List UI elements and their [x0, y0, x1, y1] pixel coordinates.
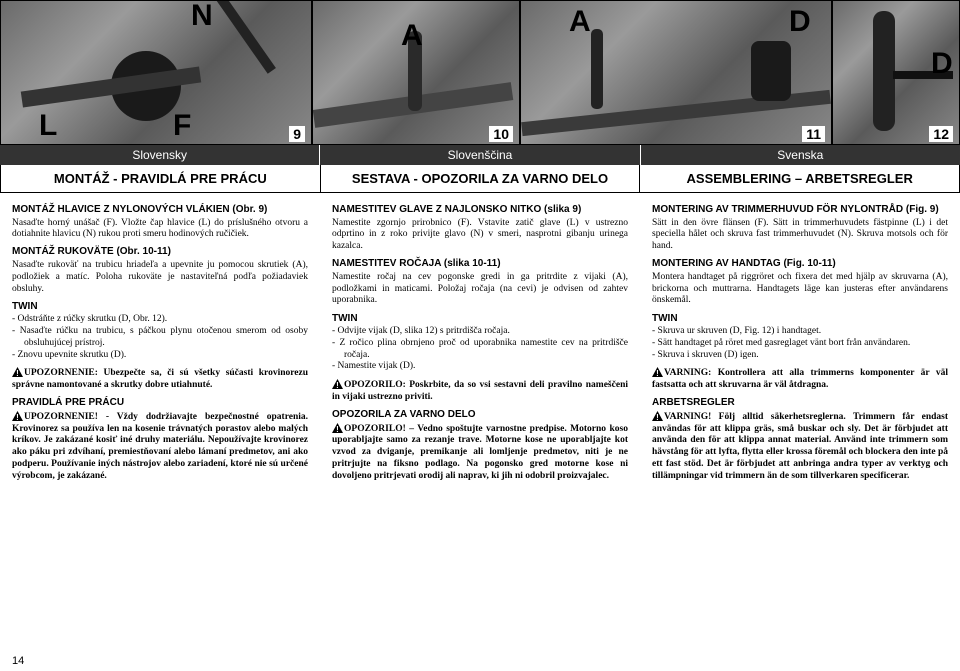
warning-icon: !: [332, 423, 344, 435]
sk-twin: TWIN: [12, 301, 308, 314]
sv-li3: Skruva i skruven (D) igen.: [652, 350, 948, 362]
warning-icon: !: [332, 379, 344, 391]
sl-li3: Namestite vijak (D).: [332, 361, 628, 373]
sl-list: Odvijte vijak (D, slika 12) s pritrdišča…: [332, 326, 628, 374]
sv-h2: MONTERING AV HANDTAG (Fig. 10-11): [652, 258, 948, 271]
title-sv: ASSEMBLERING – ARBETSREGLER: [639, 165, 960, 193]
sl-p1: Namestite zgornjo prirobnico (F). Vstavi…: [332, 218, 628, 254]
fig11-letter-d: D: [789, 5, 811, 39]
sv-h3: ARBETSREGLER: [652, 397, 948, 410]
sv-warn1: !VARNING: Kontrollera att alla trimmerns…: [652, 367, 948, 392]
figure-11: A D 11: [520, 0, 832, 145]
svg-text:!: !: [656, 413, 659, 421]
fig9-letter-l: L: [39, 109, 57, 143]
sk-list: Odstráňte z rúčky skrutku (D, Obr. 12). …: [12, 314, 308, 362]
sk-p1: Nasaďte horný unášač (F). Vložte čap hla…: [12, 218, 308, 242]
svg-text:!: !: [336, 425, 339, 433]
sk-h3: PRAVIDLÁ PRE PRÁCU: [12, 397, 308, 410]
sl-h3: OPOZORILA ZA VARNO DELO: [332, 409, 628, 422]
svg-text:!: !: [16, 413, 19, 421]
lang-sl: Slovenščina: [320, 145, 640, 165]
sl-h2: NAMESTITEV ROČAJA (slika 10-11): [332, 258, 628, 271]
sl-p2: Namestite ročaj na cev pogonske gredi in…: [332, 272, 628, 308]
sl-li2: Z ročico plina obrnjeno proč od uporabni…: [332, 338, 628, 362]
fig12-num: 12: [929, 126, 953, 142]
sv-p2: Montera handtaget på riggröret och fixer…: [652, 272, 948, 308]
page-number: 14: [12, 655, 24, 667]
sv-h1: MONTERING AV TRIMMERHUVUD FÖR NYLONTRÅD …: [652, 204, 948, 217]
warning-icon: !: [12, 411, 24, 423]
sl-h1: NAMESTITEV GLAVE Z NAJLONSKO NITKO (slik…: [332, 204, 628, 217]
fig9-num: 9: [289, 126, 305, 142]
photo-row: N L F 9 A 10 A D 11: [0, 0, 960, 145]
sv-li2: Sätt handtaget på röret med gasreglaget …: [652, 338, 948, 350]
content-row: MONTÁŽ HLAVICE Z NYLONOVÝCH VLÁKIEN (Obr…: [0, 193, 960, 484]
sl-li1: Odvijte vijak (D, slika 12) s pritrdišča…: [332, 326, 628, 338]
col-sk: MONTÁŽ HLAVICE Z NYLONOVÝCH VLÁKIEN (Obr…: [12, 199, 308, 484]
sv-li1: Skruva ur skruven (D, Fig. 12) i handtag…: [652, 326, 948, 338]
fig9-letter-n: N: [191, 0, 213, 33]
sk-li1: Odstráňte z rúčky skrutku (D, Obr. 12).: [12, 314, 308, 326]
col-sv: MONTERING AV TRIMMERHUVUD FÖR NYLONTRÅD …: [652, 199, 948, 484]
sk-h2: MONTÁŽ RUKOVÄTE (Obr. 10-11): [12, 246, 308, 259]
title-sl: SESTAVA - OPOZORILA ZA VARNO DELO: [320, 165, 640, 193]
sk-li2: Nasaďte rúčku na trubicu, s páčkou plynu…: [12, 326, 308, 350]
sk-warn1: !UPOZORNENIE: Ubezpečte sa, či sú všetky…: [12, 367, 308, 392]
sv-warn2: !VARNING! Följ alltid säkerhetsreglerna.…: [652, 411, 948, 483]
language-row: Slovensky Slovenščina Svenska: [0, 145, 960, 165]
sv-p1: Sätt in den övre flänsen (F). Sätt in tr…: [652, 218, 948, 254]
lang-sk: Slovensky: [0, 145, 320, 165]
svg-text:!: !: [656, 369, 659, 377]
section-title-row: MONTÁŽ - PRAVIDLÁ PRE PRÁCU SESTAVA - OP…: [0, 165, 960, 193]
sl-twin: TWIN: [332, 313, 628, 326]
fig11-letter-a: A: [569, 5, 591, 39]
figure-10: A 10: [312, 0, 520, 145]
lang-sv: Svenska: [641, 145, 960, 165]
svg-text:!: !: [16, 369, 19, 377]
fig11-num: 11: [802, 126, 825, 142]
sv-twin: TWIN: [652, 313, 948, 326]
col-sl: NAMESTITEV GLAVE Z NAJLONSKO NITKO (slik…: [332, 199, 628, 484]
sv-list: Skruva ur skruven (D, Fig. 12) i handtag…: [652, 326, 948, 362]
sl-warn2: !OPOZORILO! – Vedno spoštujte varnostne …: [332, 423, 628, 483]
figure-9: N L F 9: [0, 0, 312, 145]
warning-icon: !: [12, 367, 24, 379]
warning-icon: !: [652, 411, 664, 423]
title-sk: MONTÁŽ - PRAVIDLÁ PRE PRÁCU: [0, 165, 320, 193]
sl-warn1: !OPOZORILO: Poskrbite, da so vsi sestavn…: [332, 379, 628, 404]
sk-warn2: !UPOZORNENIE! - Vždy dodržiavajte bezpeč…: [12, 411, 308, 483]
sk-p2: Nasaďte rukoväť na trubicu hriadeľa a up…: [12, 260, 308, 296]
warning-icon: !: [652, 367, 664, 379]
fig9-letter-f: F: [173, 109, 191, 143]
figure-12: D 12: [832, 0, 960, 145]
fig10-letter-a: A: [401, 19, 423, 53]
fig12-letter-d: D: [931, 47, 953, 81]
fig10-num: 10: [489, 126, 513, 142]
sk-h1: MONTÁŽ HLAVICE Z NYLONOVÝCH VLÁKIEN (Obr…: [12, 204, 308, 217]
svg-text:!: !: [336, 381, 339, 389]
sk-li3: Znovu upevnite skrutku (D).: [12, 350, 308, 362]
